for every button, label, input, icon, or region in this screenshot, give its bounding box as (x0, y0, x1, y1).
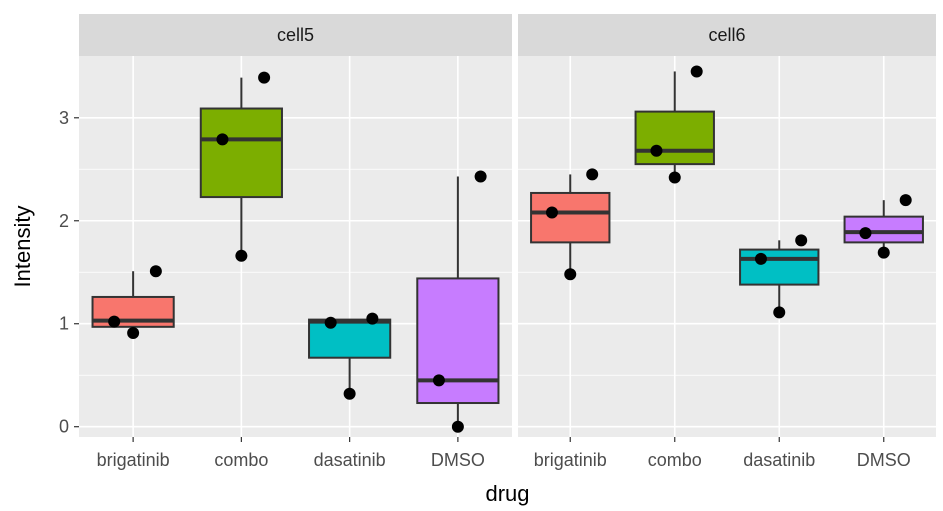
box-cell5-brigatinib (91, 265, 175, 339)
box-iqr (308, 318, 392, 359)
data-point (343, 387, 356, 400)
x-tick-label: brigatinib (534, 450, 607, 470)
data-point (545, 206, 558, 219)
x-tick-label: dasatinib (743, 450, 815, 470)
data-point (366, 312, 379, 325)
y-axis-title: Intensity (10, 206, 35, 288)
data-point (650, 144, 663, 157)
data-point (451, 420, 464, 433)
data-point (432, 374, 445, 387)
x-tick-label: brigatinib (97, 450, 170, 470)
data-point (108, 315, 121, 328)
box-cell5-combo (199, 71, 283, 262)
panel-cell6: cell6 (518, 14, 936, 437)
data-point (235, 249, 248, 262)
box-iqr (416, 277, 500, 405)
strip-cell5 (79, 14, 512, 56)
box-cell5-dasatinib (308, 312, 392, 400)
box-iqr (739, 248, 820, 286)
data-point (586, 168, 599, 181)
box-iqr (199, 107, 283, 199)
data-point (859, 227, 872, 240)
box-cell6-combo (634, 65, 715, 184)
panel-background (518, 56, 936, 437)
box-iqr (843, 215, 924, 244)
data-point (754, 252, 767, 265)
data-point (668, 171, 681, 184)
strip-label-cell6: cell6 (708, 25, 745, 45)
box-cell6-dasatinib (739, 234, 820, 319)
data-point (324, 316, 337, 329)
x-axis-title: drug (485, 481, 529, 506)
box-iqr (530, 191, 611, 244)
data-point (127, 326, 140, 339)
data-point (216, 133, 229, 146)
box-iqr (634, 110, 715, 166)
strip-cell6 (518, 14, 936, 56)
data-point (690, 65, 703, 78)
x-tick-label: dasatinib (314, 450, 386, 470)
x-tick-label: DMSO (431, 450, 485, 470)
y-tick-label: 3 (59, 108, 69, 128)
y-tick-label: 0 (59, 417, 69, 437)
data-point (795, 234, 808, 247)
data-point (899, 194, 912, 207)
box-cell6-DMSO (843, 194, 924, 259)
y-tick-label: 2 (59, 211, 69, 231)
data-point (877, 246, 890, 259)
strip-label-cell5: cell5 (277, 25, 314, 45)
box-cell6-brigatinib (530, 168, 611, 281)
box-cell5-DMSO (416, 170, 500, 433)
data-point (474, 170, 487, 183)
axis-layer: brigatinib combo dasatinib DMSO brigatinib co… (59, 108, 911, 470)
data-point (258, 71, 271, 84)
x-tick-label: DMSO (857, 450, 911, 470)
data-point (564, 268, 577, 281)
x-tick-label: combo (648, 450, 702, 470)
panels-layer: cell5 cell6 (79, 14, 936, 437)
panel-cell5: cell5 (79, 14, 512, 437)
x-tick-label: combo (214, 450, 268, 470)
data-point (773, 306, 786, 319)
data-point (149, 265, 162, 278)
y-tick-label: 1 (59, 314, 69, 334)
